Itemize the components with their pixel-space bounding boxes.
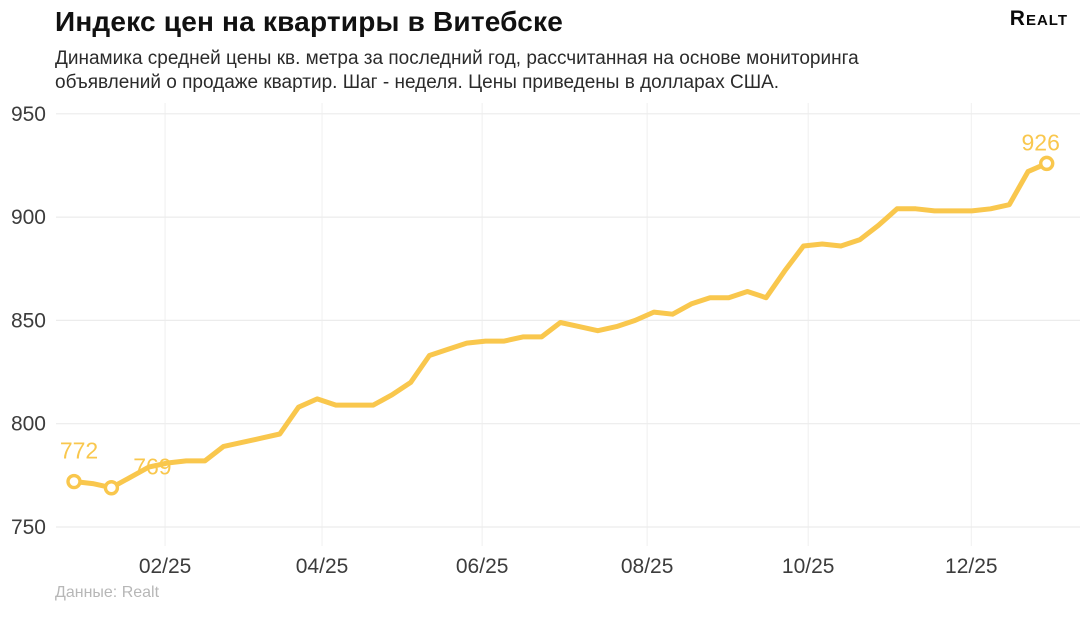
data-point-marker bbox=[103, 480, 120, 496]
realt-logo: Realt bbox=[1009, 7, 1068, 30]
chart-subtitle: Динамика средней цены кв. метра за после… bbox=[55, 47, 859, 95]
data-point-label: 769 bbox=[133, 454, 171, 480]
x-tick-label: 04/25 bbox=[296, 555, 349, 578]
y-tick-label: 900 bbox=[11, 206, 46, 229]
data-point-label: 926 bbox=[1022, 129, 1060, 155]
chart-subtitle-line-2: объявлений о продаже квартир. Шаг - неде… bbox=[55, 72, 780, 93]
x-tick-label: 12/25 bbox=[945, 555, 998, 578]
x-tick-label: 06/25 bbox=[456, 555, 509, 578]
y-tick-label: 750 bbox=[11, 516, 46, 539]
chart-subtitle-line-1: Динамика средней цены кв. метра за после… bbox=[55, 48, 859, 69]
x-tick-label: 02/25 bbox=[139, 555, 192, 578]
y-tick-label: 800 bbox=[11, 413, 46, 436]
y-tick-label: 950 bbox=[11, 103, 46, 126]
page-title: Индекс цен на квартиры в Витебске bbox=[55, 6, 564, 37]
data-source-label: Данные: Realt bbox=[55, 584, 160, 601]
y-tick-label: 850 bbox=[11, 309, 46, 332]
price-line bbox=[71, 160, 1050, 491]
data-point-label: 772 bbox=[60, 438, 98, 464]
data-point-marker bbox=[1039, 155, 1055, 172]
x-tick-label: 08/25 bbox=[621, 555, 674, 578]
data-point-marker bbox=[66, 473, 82, 490]
x-tick-label: 10/25 bbox=[782, 555, 835, 578]
